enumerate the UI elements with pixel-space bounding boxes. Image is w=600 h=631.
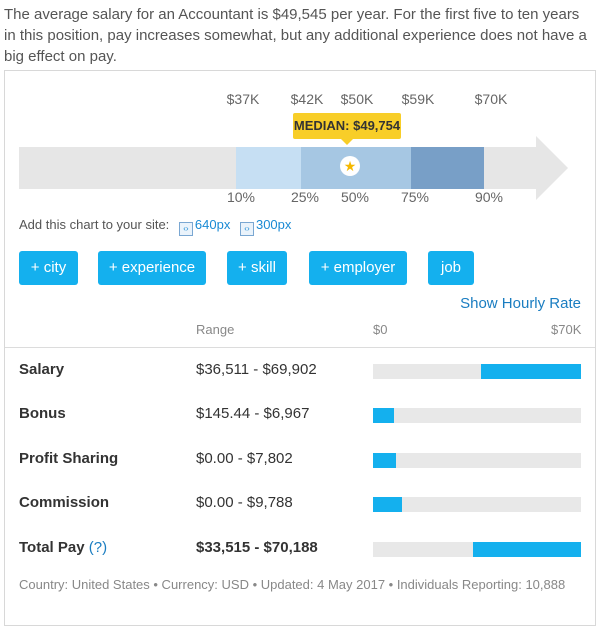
percentile-10-25-segment bbox=[236, 147, 301, 189]
bottom-tick: 50% bbox=[340, 189, 370, 205]
median-badge: MEDIAN: $49,754 bbox=[293, 113, 401, 145]
bottom-tick: 10% bbox=[226, 189, 256, 205]
intro-text: The average salary for an Accountant is … bbox=[4, 6, 587, 65]
embed-code-icon: ‹› bbox=[178, 222, 193, 236]
row-range-bonus: $145.44 - $6,967 bbox=[196, 405, 310, 422]
bottom-tick: 75% bbox=[400, 189, 430, 205]
salary-card: $37K $42K $50K $59K $70K MEDIAN: $49,754… bbox=[4, 70, 596, 626]
row-label-total-pay: Total Pay (?) bbox=[19, 539, 108, 556]
range-bar-fill bbox=[373, 453, 397, 468]
table-divider bbox=[5, 347, 595, 348]
percentile-75-90-segment bbox=[411, 147, 484, 189]
range-bar-total-pay bbox=[373, 542, 581, 557]
bottom-tick: 25% bbox=[290, 189, 320, 205]
add-chart-row: Add this chart to your site: ‹› 640px ‹› 3… bbox=[19, 217, 291, 236]
add-city-button[interactable]: + city bbox=[19, 251, 78, 285]
row-range-total-pay: $33,515 - $70,188 bbox=[196, 539, 318, 556]
footer-meta: Country: United States • Currency: USD •… bbox=[19, 577, 566, 592]
row-range-commission: $0.00 - $9,788 bbox=[196, 494, 293, 511]
embed-300-link[interactable]: ‹› 300px bbox=[239, 217, 291, 236]
embed-640-link[interactable]: ‹› 640px bbox=[178, 217, 230, 236]
scale-min-label: $0 bbox=[373, 322, 388, 337]
range-bar-profit-sharing bbox=[373, 453, 581, 468]
job-button[interactable]: job bbox=[428, 251, 474, 285]
row-label-bonus: Bonus bbox=[19, 405, 66, 422]
range-bar-fill bbox=[373, 497, 403, 512]
row-range-profit-sharing: $0.00 - $7,802 bbox=[196, 450, 293, 467]
row-label-commission: Commission bbox=[19, 494, 110, 511]
add-chart-label: Add this chart to your site: bbox=[19, 217, 170, 232]
top-tick: $70K bbox=[474, 91, 508, 107]
row-label-salary: Salary bbox=[19, 361, 65, 378]
total-pay-help-link[interactable]: (?) bbox=[88, 539, 108, 556]
top-tick: $50K bbox=[340, 91, 374, 107]
range-bar-salary bbox=[373, 364, 581, 379]
range-bar-fill bbox=[472, 542, 581, 557]
top-tick: $37K bbox=[226, 91, 260, 107]
add-experience-button[interactable]: + experience bbox=[98, 251, 206, 285]
top-tick: $59K bbox=[401, 91, 435, 107]
range-bar-fill bbox=[481, 364, 581, 379]
top-tick: $42K bbox=[290, 91, 324, 107]
add-skill-button[interactable]: + skill bbox=[227, 251, 287, 285]
show-hourly-rate-link[interactable]: Show Hourly Rate bbox=[460, 295, 581, 312]
chart-arrow-head bbox=[536, 136, 568, 200]
range-bar-fill bbox=[373, 408, 394, 423]
row-label-profit-sharing: Profit Sharing bbox=[19, 450, 119, 467]
range-column-header: Range bbox=[196, 322, 235, 337]
range-bar-commission bbox=[373, 497, 581, 512]
row-range-salary: $36,511 - $69,902 bbox=[196, 361, 317, 378]
bottom-tick: 90% bbox=[474, 189, 504, 205]
median-star-icon: ★ bbox=[340, 156, 360, 176]
scale-max-label: $70K bbox=[551, 322, 582, 337]
embed-code-icon: ‹› bbox=[239, 222, 254, 236]
add-employer-button[interactable]: + employer bbox=[309, 251, 407, 285]
range-bar-bonus bbox=[373, 408, 581, 423]
